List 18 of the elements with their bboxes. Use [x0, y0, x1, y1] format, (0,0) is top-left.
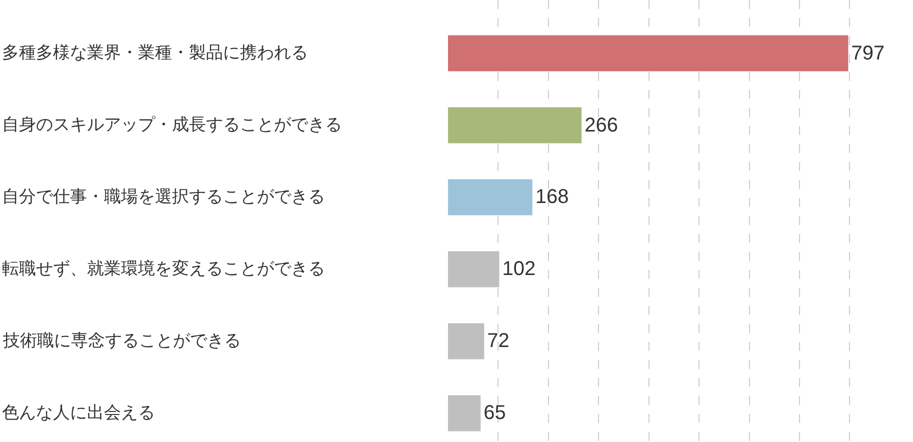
y-tick-label: 色んな人に出会える — [2, 403, 155, 423]
data-label: 168 — [535, 186, 569, 208]
data-label: 266 — [584, 114, 618, 136]
bar — [448, 107, 582, 144]
y-tick-label: 転職せず、就業環境を変えることができる — [2, 259, 325, 279]
bar — [448, 179, 532, 216]
data-label: 72 — [487, 330, 510, 352]
bar — [448, 323, 484, 360]
y-tick-label: 多種多様な業界・業種・製品に携われる — [2, 43, 308, 63]
data-label: 102 — [502, 258, 536, 280]
y-tick-label: 自分で仕事・職場を選択することができる — [2, 187, 325, 207]
data-label: 797 — [851, 42, 885, 64]
data-label: 65 — [484, 402, 506, 424]
bar — [448, 395, 481, 432]
y-tick-label: 自身のスキルアップ・成長することができる — [2, 115, 342, 135]
bar — [448, 251, 500, 288]
bar — [448, 35, 848, 72]
y-tick-label: 技術職に専念することができる — [2, 331, 241, 351]
